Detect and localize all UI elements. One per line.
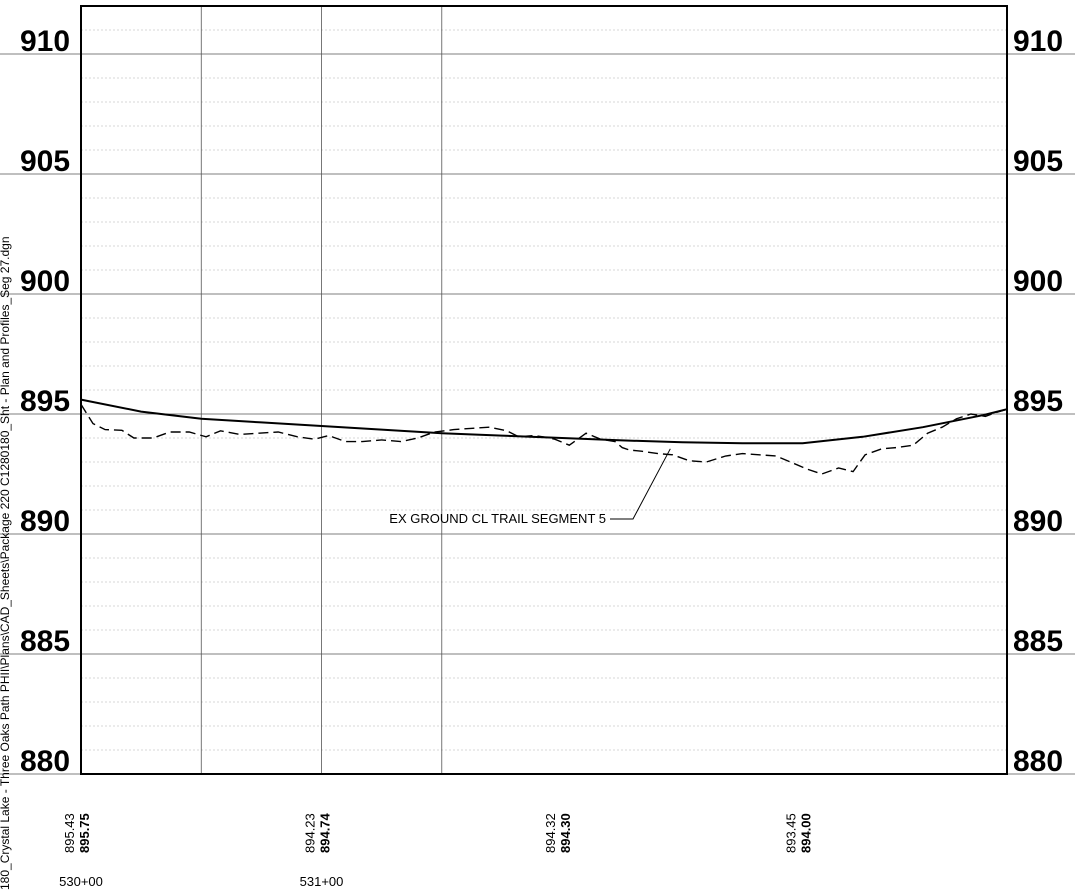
profile-lines (81, 400, 1007, 474)
elevation-axis-labels: 880 880 885 885 890 890 895 895 900 900 905 905 910 9… (20, 25, 1063, 778)
station-label: 530+00 (59, 874, 103, 889)
proposed-elevation-readout: 894.74 (318, 812, 333, 853)
callout-label: EX GROUND CL TRAIL SEGMENT 5 (389, 511, 606, 526)
proposed-elevation-readout: 894.00 (799, 813, 814, 853)
existing-elevation-readout: 894.32 (543, 813, 558, 853)
elevation-label-right: 885 (1013, 625, 1063, 658)
elevation-label-left: 890 (20, 505, 70, 538)
elevation-label-left: 880 (20, 745, 70, 778)
proposed-elevation-readout: 894.30 (558, 813, 573, 853)
existing-ground-line (81, 404, 1007, 474)
station-labels: 530+00 531+00 (59, 874, 343, 889)
elevation-label-right: 900 (1013, 265, 1063, 298)
elevation-label-left: 910 (20, 25, 70, 58)
elevation-label-left: 905 (20, 145, 70, 178)
elevation-label-right: 910 (1013, 25, 1063, 58)
existing-elevation-readout: 894.23 (303, 813, 318, 853)
elevation-label-right: 905 (1013, 145, 1063, 178)
existing-elevation-readout: 895.43 (62, 813, 77, 853)
elevation-label-left: 895 (20, 385, 70, 418)
profile-frame (81, 6, 1007, 774)
elevation-label-left: 885 (20, 625, 70, 658)
elevation-label-left: 900 (20, 265, 70, 298)
file-path-label: 180_Crystal Lake - Three Oaks Path PHII\… (0, 236, 12, 890)
elevation-label-right: 890 (1013, 505, 1063, 538)
callout-leader (610, 449, 670, 519)
proposed-elevation-readout: 895.75 (77, 813, 92, 853)
elevation-label-right: 895 (1013, 385, 1063, 418)
station-label: 531+00 (300, 874, 344, 889)
minor-gridlines (81, 30, 1007, 750)
elevation-label-right: 880 (1013, 745, 1063, 778)
elevation-readouts: 895.43 895.75 894.23 894.74 894.32 894.30 893.… (62, 812, 814, 853)
existing-elevation-readout: 893.45 (784, 813, 799, 853)
ground-line-callout: EX GROUND CL TRAIL SEGMENT 5 (389, 449, 670, 526)
